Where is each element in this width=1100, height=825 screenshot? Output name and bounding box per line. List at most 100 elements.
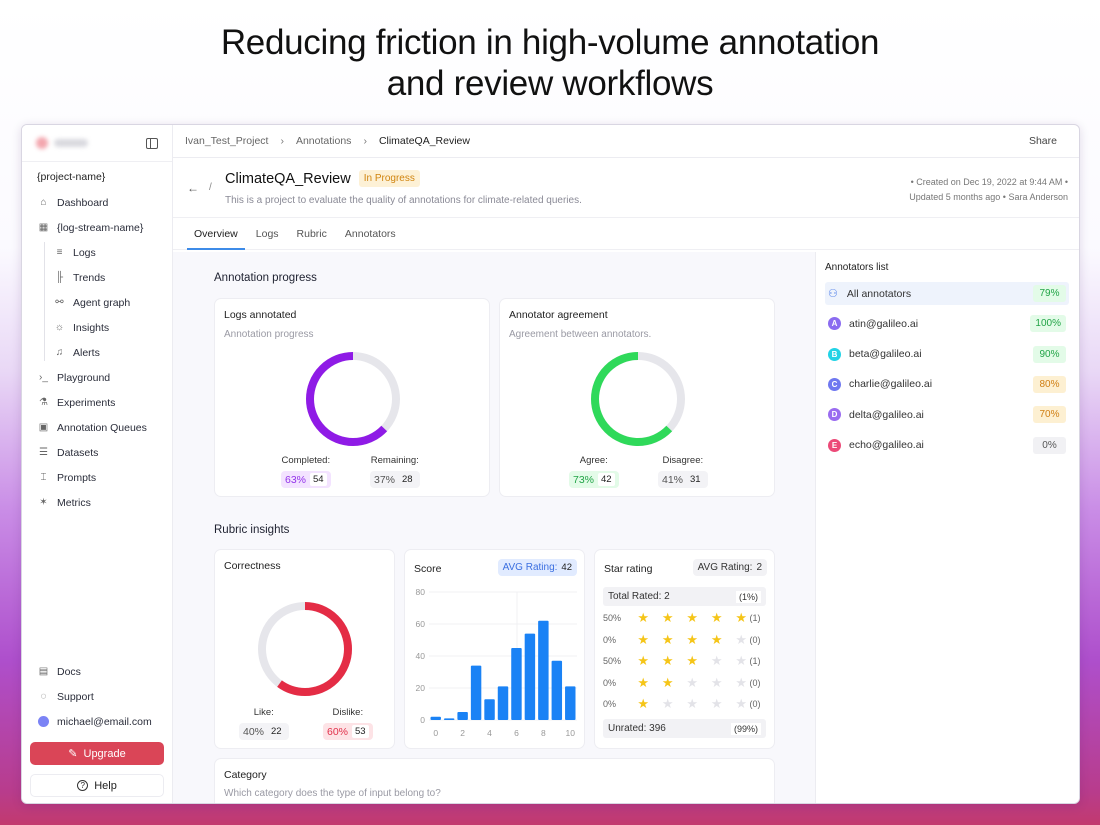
back-arrow-icon[interactable]: ← bbox=[187, 181, 199, 195]
upgrade-button[interactable]: ✎ Upgrade bbox=[30, 742, 164, 765]
star-icon: ★ bbox=[735, 610, 748, 625]
lightbulb-icon: ☼ bbox=[54, 322, 65, 333]
agreement-badge: 90% bbox=[1033, 345, 1066, 363]
like-stat: Like: 40% 22 bbox=[239, 707, 289, 740]
sidebar-item-agent-graph[interactable]: ⚯ Agent graph bbox=[55, 296, 131, 309]
sidebar-item-annotation-queues[interactable]: ▣ Annotation Queues bbox=[38, 421, 147, 434]
avatar: D bbox=[828, 408, 841, 422]
star-icon: ★ bbox=[710, 674, 723, 690]
unrated-bar: Unrated: 396 (99%) bbox=[603, 719, 766, 738]
star-icon: ★ bbox=[686, 653, 699, 668]
help-button[interactable]: ? Help bbox=[30, 774, 164, 797]
avatar bbox=[38, 716, 49, 727]
star-icon: ★ bbox=[661, 610, 674, 625]
breadcrumb-item[interactable]: Ivan_Test_Project bbox=[185, 135, 269, 147]
svg-text:20: 20 bbox=[416, 683, 426, 693]
svg-text:40: 40 bbox=[416, 651, 426, 661]
agreement-badge: 70% bbox=[1033, 406, 1066, 424]
star-icon: ★ bbox=[661, 653, 674, 668]
sidebar-item-metrics[interactable]: ✶ Metrics bbox=[39, 496, 91, 509]
star-icon: ★ bbox=[686, 631, 699, 647]
sidebar-item-log-stream-name[interactable]: ▦ {log-stream-name} bbox=[38, 221, 144, 234]
share-button[interactable]: Share bbox=[1028, 135, 1057, 147]
breadcrumb-item[interactable]: Annotations bbox=[295, 135, 352, 147]
page-description: This is a project to evaluate the qualit… bbox=[225, 195, 582, 206]
avatar: C bbox=[828, 377, 841, 391]
svg-text:10: 10 bbox=[566, 728, 576, 738]
avatar: E bbox=[828, 438, 841, 452]
svg-text:80: 80 bbox=[416, 587, 426, 597]
star-icon: ★ bbox=[661, 631, 674, 647]
star-icon: ★ bbox=[637, 631, 650, 647]
star-icon: ★ bbox=[686, 610, 699, 625]
sidebar-item-support[interactable]: ◌ Support bbox=[22, 684, 173, 709]
sidebar-item-dashboard[interactable]: ⌂ Dashboard bbox=[22, 190, 172, 215]
star-rating-card: Star rating AVG Rating: 2 Total Rated: 2(… bbox=[594, 549, 775, 749]
overview-content: Annotation progress Logs annotated Annot… bbox=[173, 252, 816, 803]
card-subtitle: Annotation progress bbox=[224, 329, 314, 340]
star-icon: ★ bbox=[637, 674, 650, 690]
remaining-stat: Remaining: 37% 28 bbox=[370, 455, 420, 488]
project-name[interactable]: {project-name} bbox=[37, 171, 106, 183]
hero-title: Reducing friction in high-volume annotat… bbox=[0, 22, 1100, 104]
star-icon: ★ bbox=[637, 610, 650, 625]
star-icon: ★ bbox=[661, 696, 674, 711]
metrics-icon: ✶ bbox=[39, 497, 48, 508]
book-icon: ▤ bbox=[38, 666, 49, 677]
total-rated-bar: Total Rated: 2 (1%) bbox=[603, 587, 766, 606]
correctness-card: Correctness Like: 40% 22 Dislike: 60% 53 bbox=[214, 549, 395, 749]
sidebar-toggle-icon[interactable] bbox=[146, 137, 158, 149]
avg-rating-badge: AVG Rating: 2 bbox=[692, 559, 767, 576]
disagree-stat: Disagree: 41% 31 bbox=[658, 455, 708, 488]
user-account[interactable]: michael@email.com bbox=[22, 709, 173, 734]
breadcrumb: Ivan_Test_Project › Annotations › ClimateQ… bbox=[173, 125, 1079, 158]
card-subtitle: Agreement between annotators. bbox=[509, 329, 652, 340]
category-card: Category Which category does the type of… bbox=[214, 758, 775, 803]
star-icon: ★ bbox=[637, 696, 650, 711]
tab-overview[interactable]: Overview bbox=[187, 228, 245, 250]
list-icon: ≡ bbox=[56, 247, 63, 258]
chat-icon: ◌ bbox=[40, 691, 47, 702]
sidebar-item-prompts[interactable]: ⌶ Prompts bbox=[22, 465, 172, 490]
tab-rubric[interactable]: Rubric bbox=[296, 228, 327, 240]
star-rating-row: 50% ★ ★ ★ ★ ★ (1) bbox=[603, 610, 761, 625]
graph-icon: ⚯ bbox=[55, 297, 64, 308]
score-card: Score AVG Rating: 42 0 20 40 60 80 0 2 4 6 8 10 bbox=[404, 549, 585, 749]
main-area: Ivan_Test_Project › Annotations › ClimateQ… bbox=[173, 125, 1079, 803]
sidebar-item-logs[interactable]: ≡ Logs bbox=[22, 240, 172, 265]
rocket-icon: ✎ bbox=[68, 748, 78, 760]
star-icon: ★ bbox=[735, 674, 748, 690]
tab-annotators[interactable]: Annotators bbox=[344, 228, 396, 240]
grid-icon: ▦ bbox=[38, 222, 49, 233]
sidebar-item-alerts[interactable]: ♫ Alerts bbox=[55, 346, 100, 359]
card-title: Star rating bbox=[604, 563, 653, 575]
sidebar-item-datasets[interactable]: ☰ Datasets bbox=[39, 446, 99, 459]
sidebar-item-experiments[interactable]: ⚗ Experiments bbox=[39, 396, 116, 409]
star-rating-row: 0% ★ ★ ★ ★ ★ (0) bbox=[603, 631, 761, 647]
avatar: B bbox=[828, 347, 841, 361]
svg-text:2: 2 bbox=[460, 728, 465, 738]
logs-annotated-donut bbox=[306, 352, 400, 446]
terminal-icon: ›_ bbox=[39, 372, 48, 383]
annotator-item[interactable]: ⚇ All annotators 79% bbox=[825, 282, 1069, 305]
sidebar-item-trends[interactable]: ╟ Trends bbox=[55, 271, 106, 284]
sidebar-item-playground[interactable]: ›_ Playground bbox=[39, 371, 111, 384]
tab-logs[interactable]: Logs bbox=[255, 228, 279, 240]
sidebar-nav: ⌂ Dashboard ▦ {log-stream-name} ≡ Logs ╟ Trends… bbox=[22, 190, 172, 515]
agreement-donut bbox=[591, 352, 685, 446]
star-rating-row: 0% ★ ★ ★ ★ ★ (0) bbox=[603, 674, 761, 690]
agreement-badge: 100% bbox=[1030, 315, 1066, 333]
bar-chart-icon: ╟ bbox=[55, 272, 64, 283]
svg-text:60: 60 bbox=[416, 619, 426, 629]
card-title: Score bbox=[414, 563, 442, 575]
sidebar-item-docs[interactable]: ▤ Docs bbox=[38, 665, 81, 678]
sidebar-item-insights[interactable]: ☼ Insights bbox=[54, 321, 110, 334]
chevron-right-icon: › bbox=[280, 135, 284, 147]
database-icon: ☰ bbox=[39, 447, 48, 458]
